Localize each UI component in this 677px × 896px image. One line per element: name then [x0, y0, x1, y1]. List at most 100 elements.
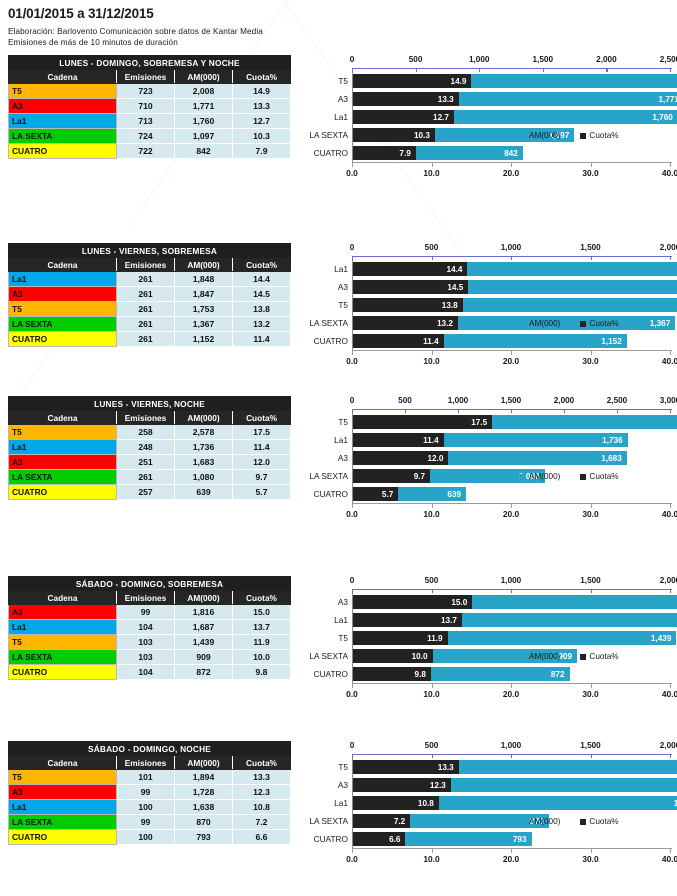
bar-category-label: A3: [337, 597, 348, 607]
emisiones-cell: 261: [116, 469, 175, 485]
stats-table-wrap: LUNES - VIERNES, NOCHE Cadena Emisiones AM(…: [7, 396, 292, 500]
bar-category-label: T5: [338, 633, 348, 643]
bar-track: 10.3 1,097: [352, 126, 672, 144]
table-row: La1 104 1,687 13.7: [8, 619, 291, 635]
am-cell: 909: [174, 649, 233, 665]
channel-cell: A3: [8, 604, 117, 620]
bottom-axis-line: [352, 503, 672, 508]
am-cell: 1,753: [174, 301, 233, 317]
am-bar-segment: 1,687: [461, 613, 677, 627]
chart-bar-row: LA SEXTA 10.0 909: [300, 647, 672, 665]
bar-category-label: LA SEXTA: [309, 130, 348, 140]
table-row: CUATRO 261 1,152 11.4: [8, 331, 292, 347]
top-axis-tick-label: 0: [349, 396, 355, 405]
bottom-axis-tick: [431, 684, 433, 688]
channel-cell: T5: [8, 301, 117, 317]
chart-bar-row: A3 14.5 1,847: [300, 278, 677, 296]
cuota-value-label: 9.7: [413, 471, 426, 481]
top-axis-tick: [617, 409, 619, 413]
column-header-cuota: Cuota%: [232, 590, 291, 605]
chart-legend: AM(000) Cuota%: [520, 319, 619, 328]
legend-swatch-am-icon: [520, 320, 526, 327]
bar-category-label: La1: [334, 264, 348, 274]
column-header-am: AM(000): [174, 257, 233, 272]
emisiones-cell: 104: [116, 664, 175, 680]
bar-category-label: LA SEXTA: [309, 471, 348, 481]
table-row: T5 101 1,894 13.3: [8, 769, 291, 785]
stats-table: SÁBADO - DOMINGO, SOBREMESA Cadena Emision…: [8, 576, 291, 680]
bar-track: 11.9 1,439: [352, 629, 677, 647]
cuota-value-label: 6.6: [389, 834, 401, 844]
emisiones-cell: 261: [116, 271, 175, 287]
top-axis-tick-label: 1,500: [500, 396, 522, 405]
bar-stack: 14.9 2,008: [353, 74, 677, 88]
top-axis-tick: [590, 256, 592, 260]
table-header-row: Cadena Emisiones AM(000) Cuota%: [8, 755, 291, 770]
emisiones-cell: 261: [116, 331, 175, 347]
bottom-axis-tick: [511, 504, 513, 508]
cuota-cell: 13.3: [232, 769, 291, 785]
bottom-axis-tick: [352, 684, 354, 688]
legend-swatch-am-icon: [520, 653, 526, 660]
dual-axis-bar-chart: 0 500 1,000 1,500 2,000 2,500 3,000 T5 17.5 2,578…: [300, 396, 677, 523]
cuota-cell: 7.2: [232, 814, 291, 830]
bottom-axis-tick: [590, 504, 592, 508]
bar-track: 13.7 1,687: [352, 611, 677, 629]
top-axis-labels: 0 500 1,000 1,500 2,000 2,500: [300, 55, 677, 68]
cuota-value-label: 10.3: [413, 130, 430, 140]
bottom-axis-tick: [511, 163, 513, 167]
am-bar-segment: 909: [432, 649, 578, 663]
bar-category-label: LA SEXTA: [309, 651, 348, 661]
top-axis-tick: [606, 68, 608, 72]
page-title: 01/01/2015 a 31/12/2015: [8, 6, 154, 21]
emisiones-cell: 713: [116, 113, 175, 129]
emisiones-cell: 261: [116, 286, 175, 302]
channel-cell: La1: [8, 113, 117, 129]
top-axis-labels: 0 500 1,000 1,500 2,000 2,500 3,000: [300, 396, 677, 409]
chart-bar-row: CUATRO 11.4 1,152: [300, 332, 672, 350]
legend-label-cuota: Cuota%: [589, 319, 619, 328]
am-bar-segment: 1,367: [457, 316, 676, 330]
legend-label-am: AM(000): [529, 472, 561, 481]
column-header-cuota: Cuota%: [231, 257, 292, 272]
bar-category-label: CUATRO: [313, 336, 348, 346]
cuota-cell: 13.2: [231, 316, 292, 332]
am-cell: 1,683: [174, 454, 233, 470]
cuota-cell: 12.0: [231, 454, 292, 470]
chart-bar-row: CUATRO 9.8 872: [300, 665, 672, 683]
legend-swatch-cuota-icon: [580, 132, 587, 139]
table-header-row: Cadena Emisiones AM(000) Cuota%: [8, 69, 292, 84]
am-value-label: 1,080: [519, 471, 540, 481]
top-axis-tick-label: 500: [424, 576, 439, 585]
cuota-bar-segment: 10.8: [353, 796, 439, 810]
cuota-cell: 5.7: [231, 484, 292, 500]
channel-cell: CUATRO: [8, 331, 117, 347]
legend-label-cuota: Cuota%: [589, 472, 619, 481]
cuota-cell: 14.9: [231, 83, 292, 99]
cuota-bar-segment: 10.3: [353, 128, 435, 142]
emisiones-cell: 261: [116, 316, 175, 332]
column-header-am: AM(000): [174, 410, 233, 425]
stats-table-wrap: SÁBADO - DOMINGO, NOCHE Cadena Emisiones AM…: [8, 741, 291, 845]
top-axis-tick: [431, 589, 433, 593]
plot-area: T5 17.5 2,578 La1 11.4 1,736 A3 12.0 1,683 LA SEX…: [300, 413, 677, 503]
legend-item-am: AM(000): [520, 652, 560, 661]
top-axis-tick-label: 1,000: [500, 741, 522, 750]
cuota-bar-segment: 9.8: [353, 667, 431, 681]
emisiones-cell: 261: [116, 301, 175, 317]
column-header-emisiones: Emisiones: [116, 257, 175, 272]
chart-bar-row: LA SEXTA 13.2 1,367: [300, 314, 676, 332]
column-header-cuota: Cuota%: [232, 755, 291, 770]
am-bar-segment: 1,753: [462, 298, 677, 312]
table-row: A3 710 1,771 13.3: [8, 98, 292, 114]
table-row: La1 261 1,848 14.4: [8, 271, 292, 287]
bar-track: 7.9 842: [352, 144, 672, 162]
cuota-bar-segment: 11.4: [353, 433, 444, 447]
cuota-bar-segment: 12.3: [353, 778, 451, 792]
stats-table: SÁBADO - DOMINGO, NOCHE Cadena Emisiones AM…: [8, 741, 291, 845]
bottom-axis-tick-label: 30.0: [582, 509, 599, 519]
am-value-label: 842: [504, 148, 518, 158]
channel-cell: LA SEXTA: [8, 128, 117, 144]
chart-bar-row: La1 11.4 1,736: [300, 431, 672, 449]
cuota-value-label: 10.8: [417, 798, 434, 808]
